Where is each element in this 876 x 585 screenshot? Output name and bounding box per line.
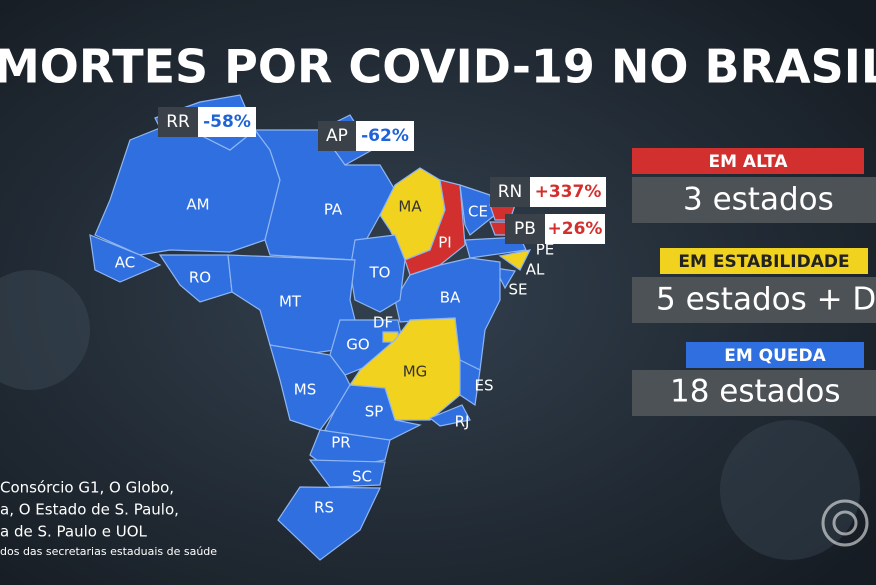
state-label: ES	[475, 377, 494, 395]
legend-header	[686, 342, 864, 368]
legend-label: EM ALTA	[708, 152, 788, 172]
legend-label: EM ESTABILIDADE	[678, 252, 849, 272]
state-label: SC	[352, 468, 372, 486]
legend-header	[632, 148, 864, 174]
state-label: MS	[294, 381, 316, 399]
callout-code-box	[158, 107, 198, 137]
state-label: CE	[468, 203, 488, 221]
callout-code-box	[505, 214, 545, 244]
virus-decoration	[0, 270, 90, 390]
state-shape	[459, 184, 496, 236]
callout-value-box	[198, 107, 256, 137]
state-shape	[459, 359, 481, 407]
callout-change: +337%	[535, 182, 602, 202]
broadcaster-logo	[821, 499, 869, 547]
callout-state: AP	[326, 126, 348, 146]
callout-state: RR	[166, 112, 190, 132]
callout-change: -58%	[203, 112, 251, 132]
callout-change: -62%	[361, 126, 409, 146]
state-shape	[428, 404, 471, 427]
callout-value-box	[530, 177, 606, 207]
source-line: Consórcio G1, O Globo,	[0, 479, 174, 497]
legend-count-box	[632, 277, 876, 323]
state-label: RO	[189, 269, 211, 287]
state-label: SE	[509, 281, 528, 299]
state-label: AM	[186, 196, 209, 214]
state-label: MG	[403, 363, 428, 381]
state-label: MT	[279, 293, 302, 311]
callout-state: RN	[498, 182, 523, 202]
state-shape	[308, 459, 386, 488]
state-shape	[394, 257, 501, 371]
state-label: PA	[324, 201, 343, 219]
state-label: SP	[365, 403, 384, 421]
legend-count: 5 estados + DF	[656, 282, 876, 318]
state-shape	[89, 234, 162, 283]
callout-state: PB	[514, 219, 536, 239]
callout-code-box	[490, 177, 530, 207]
legend-label: EM QUEDA	[724, 346, 826, 366]
source-line: a, O Estado de S. Paulo,	[0, 501, 179, 519]
state-label: PE	[536, 241, 555, 259]
state-label: BA	[440, 289, 461, 307]
state-shape	[253, 129, 396, 261]
legend-header	[660, 248, 868, 274]
callout-value-box	[356, 121, 414, 151]
state-label: RJ	[455, 413, 470, 431]
state-label: AC	[115, 254, 135, 272]
legend: EM ALTA 3 estados EM ESTABILIDADE 5 esta…	[632, 148, 876, 416]
legend-count-box	[632, 177, 876, 223]
state-shape	[277, 486, 381, 561]
state-label: TO	[369, 264, 391, 282]
state-label: GO	[346, 336, 369, 354]
title: MORTES POR COVID-19 NO BRASIL	[0, 40, 876, 94]
source-line: dos das secretarias estaduais de saúde	[0, 545, 217, 558]
logo-ring	[821, 499, 869, 547]
state-shape	[158, 254, 233, 303]
legend-count: 18 estados	[670, 374, 840, 410]
legend-count: 3 estados	[683, 182, 834, 218]
map: AM PA MA CE PI AC RO TO BA MT DF GO MG E…	[89, 94, 555, 561]
state-label: PI	[438, 234, 451, 252]
callouts: RR -58% AP -62% RN +337% PB +26%	[158, 107, 606, 244]
state-label: AL	[526, 261, 545, 279]
logo-inner	[832, 510, 858, 536]
state-label: RS	[314, 499, 334, 517]
state-label: DF	[373, 314, 393, 332]
source-line: a de S. Paulo e UOL	[0, 523, 148, 541]
callout-change: +26%	[548, 219, 603, 239]
callout-code-box	[318, 121, 356, 151]
source: Consórcio G1, O Globo, a, O Estado de S.…	[0, 479, 217, 559]
state-label: PR	[331, 434, 350, 452]
state-shape	[498, 249, 532, 271]
virus-decoration	[720, 420, 860, 560]
state-label: MA	[398, 198, 422, 216]
legend-count-box	[632, 370, 876, 416]
callout-value-box	[545, 214, 605, 244]
